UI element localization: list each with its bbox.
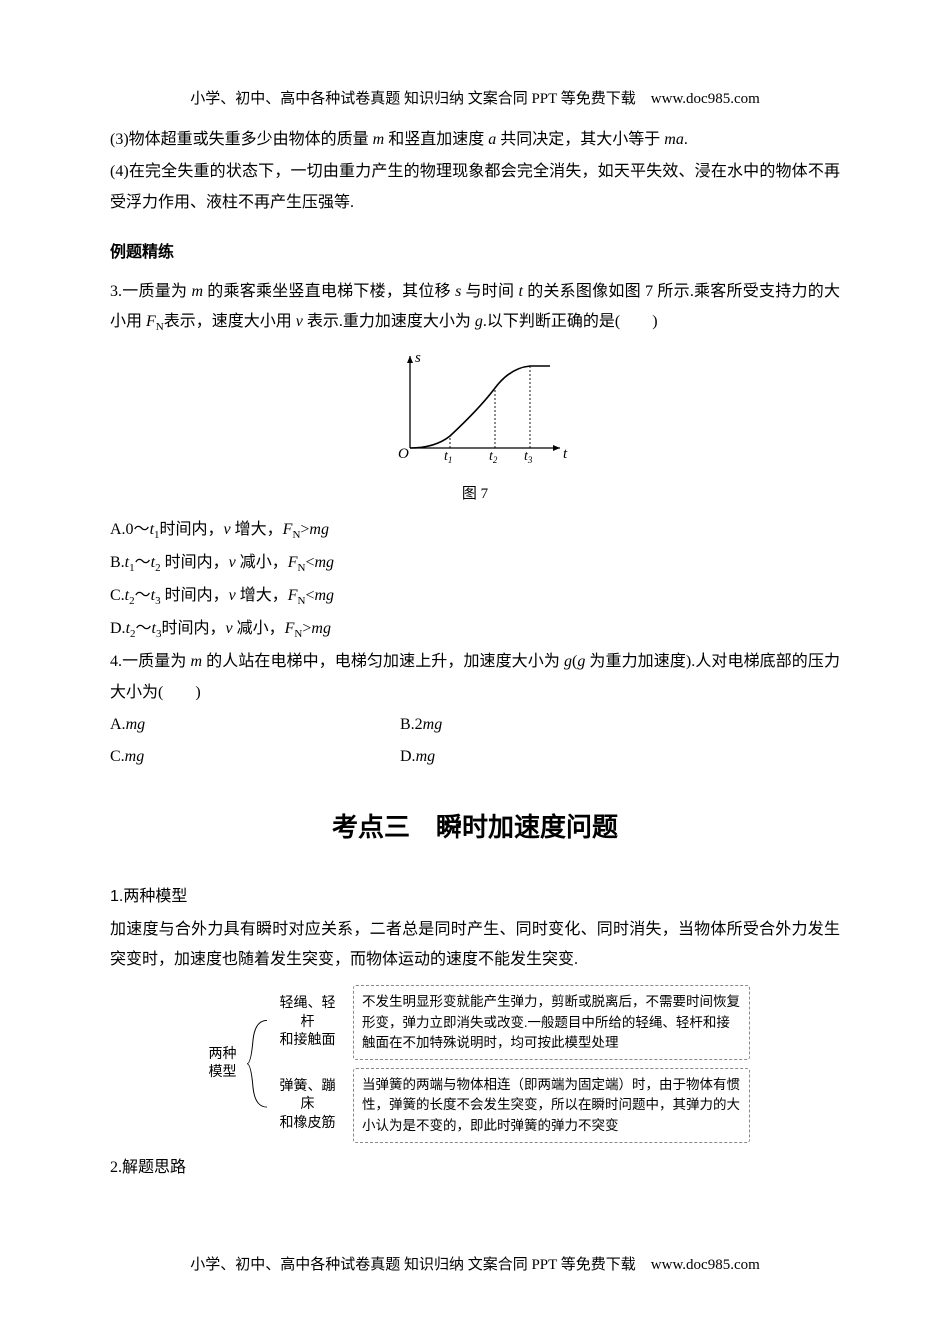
q3-option-d: D.t2～t3时间内，v 减小，FN>mg [110, 614, 840, 645]
tree-desc-2: 当弹簧的两端与物体相连（即两端为固定端）时，由于物体有惯性，弹簧的长度不会发生突… [353, 1068, 750, 1143]
question-4: 4.一质量为 m 的人站在电梯中，电梯匀加速上升，加速度大小为 g(g 为重力加… [110, 647, 840, 708]
q3-option-c: C.t2～t3 时间内，v 增大，FN<mg [110, 581, 840, 612]
q3-option-a: A.0～t1时间内，v 增大，FN>mg [110, 515, 840, 546]
q4-option-d: D.mg [400, 742, 435, 772]
q4-options-row-2: C.mg D.mg [110, 742, 840, 772]
q4-option-c: C.mg [110, 742, 400, 772]
tree-root: 两种模型 [200, 1046, 245, 1082]
svg-text:t2: t2 [489, 449, 498, 463]
page-header: 小学、初中、高中各种试卷真题 知识归纳 文案合同 PPT 等免费下载 www.d… [0, 85, 950, 114]
s-t-graph: s t O t1 t2 t3 [380, 348, 570, 463]
subsection-1-title: 1.两种模型 [110, 882, 840, 912]
x-axis-label: t [563, 446, 568, 462]
main-content: (3)物体超重或失重多少由物体的质量 m 和竖直加速度 a 共同决定，其大小等于… [110, 125, 840, 1183]
tree-desc-1: 不发生明显形变就能产生弹力，剪断或脱离后，不需要时间恢复形变，弹力立即消失或改变… [353, 985, 750, 1060]
svg-text:t3: t3 [524, 449, 533, 463]
subsection-1-text: 加速度与合外力具有瞬时对应关系，二者总是同时产生、同时变化、同时消失，当物体所受… [110, 915, 840, 976]
topic-3-heading: 考点三 瞬时加速度问题 [110, 803, 840, 852]
page-footer: 小学、初中、高中各种试卷真题 知识归纳 文案合同 PPT 等免费下载 www.d… [0, 1251, 950, 1280]
subsection-2-title: 2.解题思路 [110, 1153, 840, 1183]
q4-option-a: A.mg [110, 710, 400, 740]
model-tree-diagram: 两种模型 轻绳、轻杆 和接触面 不发生明显形变就能产生弹力，剪断或脱离后，不需要… [200, 985, 750, 1143]
y-axis-label: s [415, 350, 421, 366]
tree-node-2: 弹簧、蹦床 和橡皮筋 当弹簧的两端与物体相连（即两端为固定端）时，由于物体有惯性… [270, 1068, 750, 1143]
graph-figure-7: s t O t1 t2 t3 [110, 348, 840, 474]
q3-option-b: B.t1～t2 时间内，v 减小，FN<mg [110, 548, 840, 579]
q4-option-b: B.2mg [400, 710, 442, 740]
paragraph-3: (3)物体超重或失重多少由物体的质量 m 和竖直加速度 a 共同决定，其大小等于… [110, 125, 840, 155]
figure-caption: 图 7 [110, 480, 840, 509]
paragraph-4: (4)在完全失重的状态下，一切由重力产生的物理现象都会完全消失，如天平失效、浸在… [110, 157, 840, 218]
question-3: 3.一质量为 m 的乘客乘坐竖直电梯下楼，其位移 s 与时间 t 的关系图像如图… [110, 277, 840, 338]
svg-text:t1: t1 [444, 449, 452, 463]
tree-node-1: 轻绳、轻杆 和接触面 不发生明显形变就能产生弹力，剪断或脱离后，不需要时间恢复形… [270, 985, 750, 1060]
practice-heading: 例题精练 [110, 238, 840, 268]
bracket-icon [245, 985, 270, 1143]
q4-options-row-1: A.mg B.2mg [110, 710, 840, 740]
origin-label: O [398, 446, 409, 462]
